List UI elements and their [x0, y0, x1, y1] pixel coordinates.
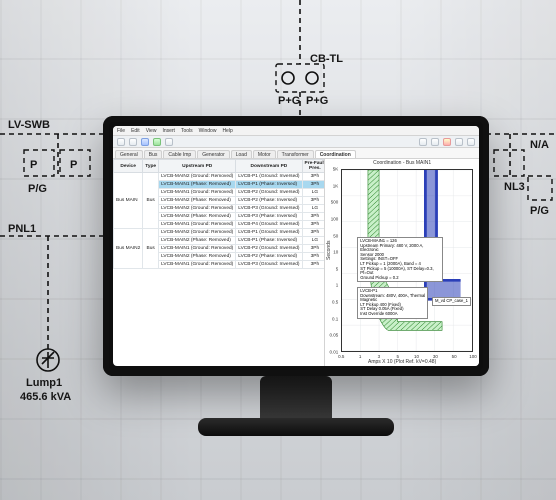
ytick: 0.05 — [330, 333, 339, 338]
legend-downstream: LVCB-P1Downstream: 480V, 400A, ThermalMa… — [357, 287, 428, 319]
menu-help[interactable]: Help — [222, 128, 232, 134]
ytick: 100 — [331, 216, 339, 221]
toolbar — [113, 136, 479, 148]
tool-run-icon[interactable] — [141, 138, 149, 146]
xtick: 5 — [396, 354, 399, 359]
menu-view[interactable]: View — [146, 128, 157, 134]
coordination-table: DeviceTypeUpstream PDDownstream PDPre-Fa… — [113, 159, 325, 366]
tab-load[interactable]: Load — [231, 150, 252, 158]
monitor-frame: File Edit View Insert Tools Window Help Genera… — [103, 116, 489, 376]
column-header[interactable]: Pre-FaultPres. — [302, 160, 325, 173]
ytick: 5 — [336, 266, 339, 271]
xtick: 0.5 — [338, 354, 344, 359]
tab-bus[interactable]: Bus — [144, 150, 163, 158]
xtick: 50 — [452, 354, 457, 359]
xtick: 30 — [433, 354, 438, 359]
tool-help-icon[interactable] — [467, 138, 475, 146]
tab-cable-imp[interactable]: Cable Imp — [163, 150, 196, 158]
monitor-stand — [260, 376, 332, 422]
xtick: 3 — [378, 354, 381, 359]
tool-save-icon[interactable] — [129, 138, 137, 146]
xtick: 10 — [414, 354, 419, 359]
column-header[interactable]: Upstream PD — [159, 160, 236, 173]
menu-insert[interactable]: Insert — [162, 128, 175, 134]
ytick: 5K — [333, 167, 339, 172]
section-device: Bus MAIN — [114, 173, 143, 229]
app-window: File Edit View Insert Tools Window Help Genera… — [113, 126, 479, 366]
ytick: 50 — [333, 233, 338, 238]
menu-edit[interactable]: Edit — [131, 128, 140, 134]
tool-zoomout-icon[interactable] — [431, 138, 439, 146]
xtick: 100 — [469, 354, 477, 359]
tool-settings-icon[interactable] — [455, 138, 463, 146]
menu-file[interactable]: File — [117, 128, 125, 134]
ytick: 1K — [333, 183, 339, 188]
ytick: 1 — [336, 283, 339, 288]
table-row[interactable]: Bus MAINBusLVCB-MAIN2 (Ground: Removed)L… — [114, 173, 326, 181]
tab-strip: GeneralBusCable ImpGeneratorLoadMotorTra… — [113, 148, 479, 159]
tool-zoomin-icon[interactable] — [419, 138, 427, 146]
section-type: Bus — [143, 229, 159, 269]
tool-stop-icon[interactable] — [443, 138, 451, 146]
ytick: 0.01 — [330, 350, 339, 355]
xtick: 1 — [359, 354, 362, 359]
tool-print-icon[interactable] — [165, 138, 173, 146]
ytick: 0.1 — [332, 316, 338, 321]
tab-coordination[interactable]: Coordination — [315, 150, 356, 158]
tab-generator[interactable]: Generator — [197, 150, 230, 158]
menu-window[interactable]: Window — [199, 128, 217, 134]
column-header[interactable]: Device — [114, 160, 143, 173]
tcc-chart: Coordination - Bus MAIN1 — [325, 159, 479, 366]
tool-check-icon[interactable] — [153, 138, 161, 146]
tab-transformer[interactable]: Transformer — [277, 150, 314, 158]
chart-tag: M_vd CP_case_1 — [432, 297, 471, 306]
column-header[interactable]: Type — [143, 160, 159, 173]
ytick: 10 — [333, 250, 338, 255]
tab-motor[interactable]: Motor — [253, 150, 276, 158]
monitor-base — [198, 418, 394, 436]
chart-title: Coordination - Bus MAIN1 — [325, 159, 479, 167]
section-type: Bus — [143, 173, 159, 229]
tab-general[interactable]: General — [115, 150, 143, 158]
column-header[interactable]: Downstream PD — [236, 160, 302, 173]
legend-upstream: LVCB-MAIN1 = 126Upstream Primary: 480 V,… — [357, 237, 443, 282]
menubar: File Edit View Insert Tools Window Help — [113, 126, 479, 136]
ytick: 0.5 — [332, 300, 338, 305]
menu-tools[interactable]: Tools — [181, 128, 193, 134]
ytick: 500 — [331, 200, 339, 205]
section-device: Bus MAIN2 — [114, 229, 143, 269]
table-row[interactable]: Bus MAIN2BusLVCB-MAIN2 (Ground: Removed)… — [114, 229, 326, 237]
tool-open-icon[interactable] — [117, 138, 125, 146]
